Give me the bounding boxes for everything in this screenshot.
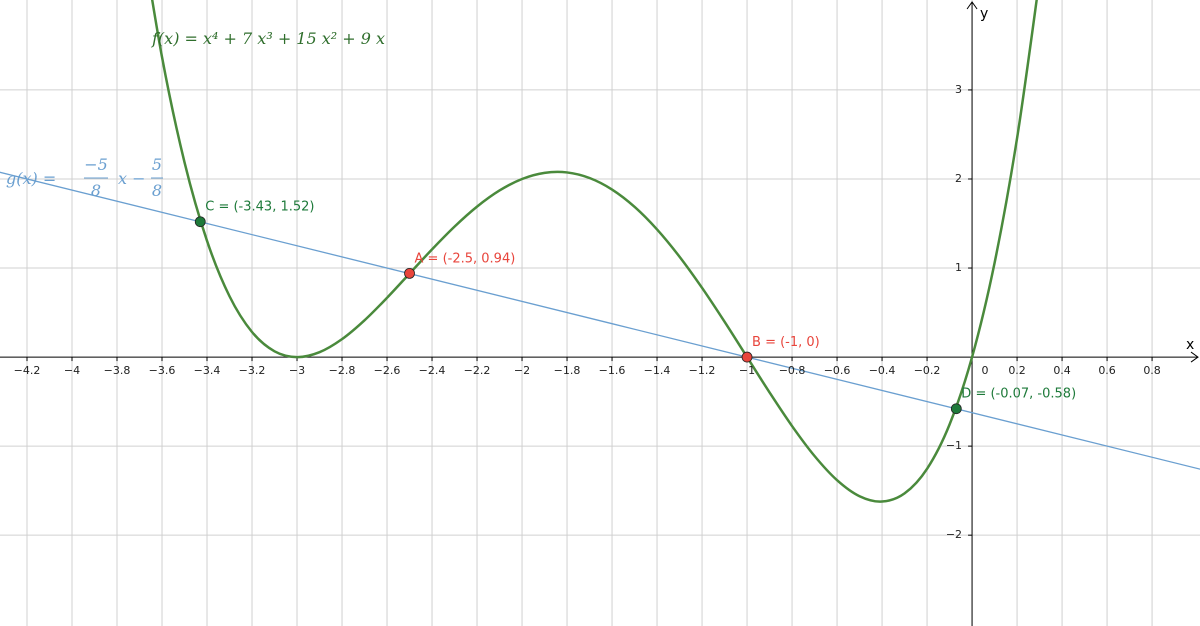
x-tick-label: −2.2 bbox=[464, 364, 491, 377]
function-g bbox=[0, 171, 1200, 470]
x-tick-label: −0.4 bbox=[869, 364, 896, 377]
x-tick-label: −1.4 bbox=[644, 364, 671, 377]
x-tick-label: −2.4 bbox=[419, 364, 446, 377]
point bbox=[950, 403, 962, 415]
y-axis-arrow bbox=[966, 1, 978, 10]
x-tick-label: −2 bbox=[514, 364, 530, 377]
x-tick-label: 0 bbox=[982, 364, 989, 377]
y-tick-label: 3 bbox=[955, 83, 962, 96]
function-label: f(x) = x⁴ + 7 x³ + 15 x² + 9 x bbox=[151, 29, 385, 48]
point-label: D = (-0.07, -0.58) bbox=[961, 387, 1076, 402]
function-label-lhs: g(x) = bbox=[6, 169, 56, 188]
x-tick-label: 0.6 bbox=[1098, 364, 1116, 377]
point-label: A = (-2.5, 0.94) bbox=[415, 251, 516, 266]
y-tick-label: 1 bbox=[955, 261, 962, 274]
fraction-denominator: 8 bbox=[152, 181, 162, 200]
labels: −4.2 −4 −3.8 −3.6 −3.4 −3.2 −3 −2.8 −2.6 −2.4 −2.2… bbox=[6, 6, 1194, 541]
x-axis-arrow bbox=[1190, 351, 1199, 363]
x-tick-label: −3.6 bbox=[149, 364, 176, 377]
x-tick-label: −0.6 bbox=[824, 364, 851, 377]
fraction-numerator: 5 bbox=[152, 155, 162, 174]
x-tick-label: −3 bbox=[289, 364, 305, 377]
x-tick-label: −1.2 bbox=[689, 364, 716, 377]
y-tick-label: −2 bbox=[946, 528, 962, 541]
y-tick-label: −1 bbox=[946, 439, 962, 452]
fraction-numerator: −5 bbox=[84, 155, 108, 174]
x-tick-label: −1 bbox=[739, 364, 755, 377]
function-label-mid: x − bbox=[118, 169, 146, 188]
x-tick-label: −3.2 bbox=[239, 364, 266, 377]
x-tick-label: −1.6 bbox=[599, 364, 626, 377]
curves bbox=[0, 0, 1200, 503]
x-tick-label: 0.2 bbox=[1008, 364, 1026, 377]
point-label: C = (-3.43, 1.52) bbox=[205, 200, 314, 215]
point bbox=[404, 267, 415, 279]
x-tick-label: −0.8 bbox=[779, 364, 806, 377]
x-tick-label: −4 bbox=[64, 364, 80, 377]
x-axis-label: x bbox=[1186, 337, 1194, 353]
fraction-denominator: 8 bbox=[91, 181, 101, 200]
x-tick-label: −1.8 bbox=[554, 364, 581, 377]
x-tick-label: −2.6 bbox=[374, 364, 401, 377]
x-tick-label: −2.8 bbox=[329, 364, 356, 377]
x-tick-label: −0.2 bbox=[914, 364, 941, 377]
x-tick-label: −3.4 bbox=[194, 364, 221, 377]
y-tick-label: 2 bbox=[955, 172, 962, 185]
point bbox=[194, 216, 206, 228]
x-tick-label: −4.2 bbox=[14, 364, 41, 377]
y-axis-label: y bbox=[980, 6, 988, 22]
x-tick-label: 0.4 bbox=[1053, 364, 1071, 377]
point bbox=[741, 351, 753, 363]
function-f bbox=[150, 0, 1038, 503]
x-tick-label: 0.8 bbox=[1143, 364, 1161, 377]
x-tick-label: −3.8 bbox=[104, 364, 131, 377]
point-label: B = (-1, 0) bbox=[752, 335, 820, 350]
